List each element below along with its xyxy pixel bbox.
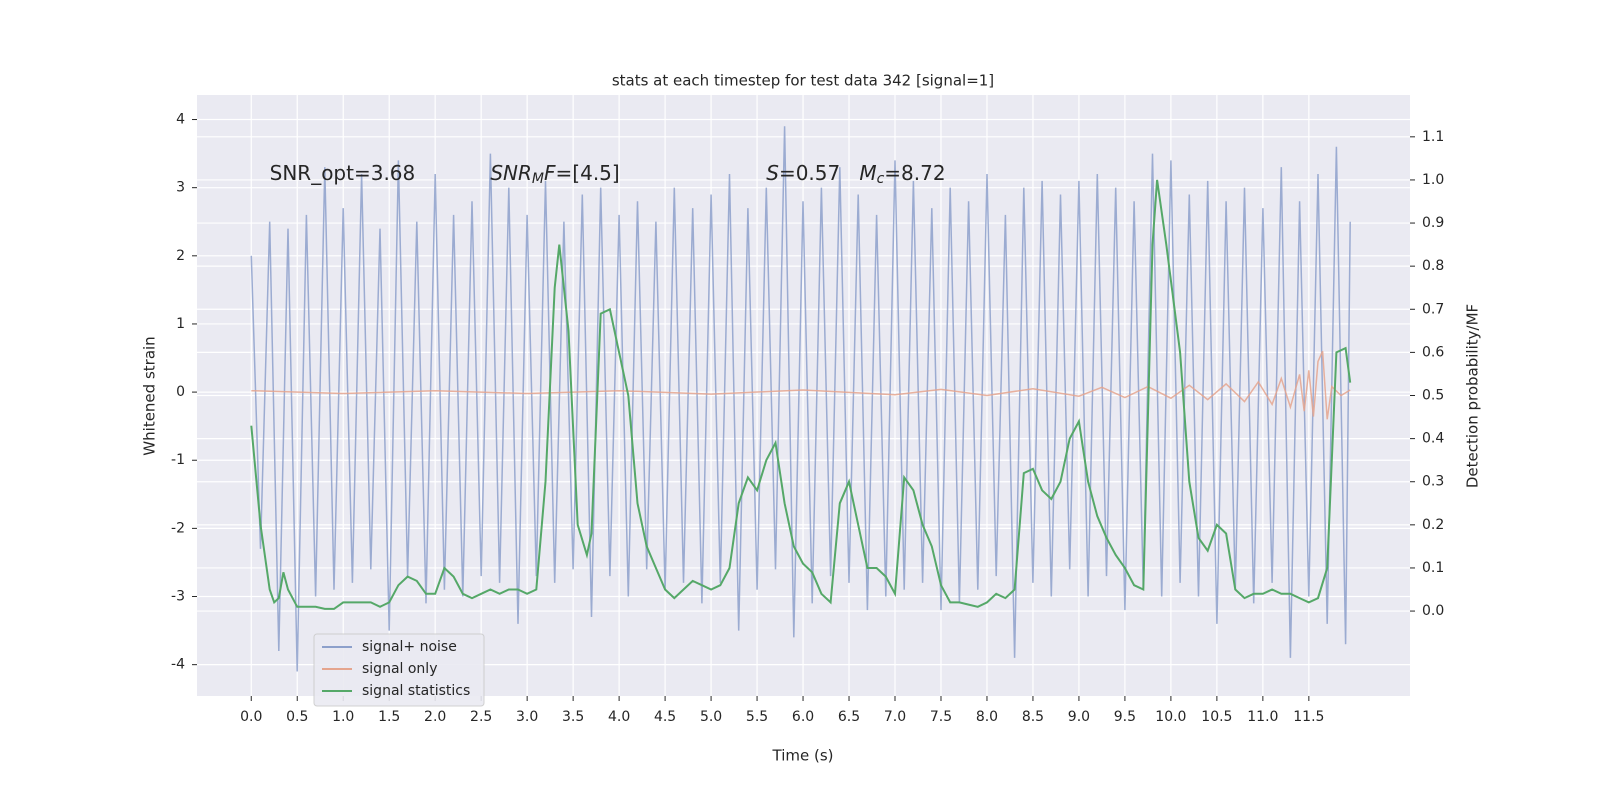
x-tick-label: 9.0 <box>1068 709 1090 725</box>
x-tick-label: 6.0 <box>792 709 814 725</box>
x-tick-label: 2.0 <box>424 709 446 725</box>
line <box>250 126 1351 672</box>
y-tick-label: -2 <box>171 520 185 536</box>
annotation-part: F <box>544 161 556 185</box>
y-tick-label: 0 <box>176 384 185 400</box>
annotation: SNRMF=[4.5] <box>490 161 619 188</box>
x-axis-label: Time (s) <box>772 747 834 765</box>
x-tick-label: 1.0 <box>332 709 354 725</box>
y2-tick-label: 0.6 <box>1422 344 1444 360</box>
annotation-part: =8.72 <box>884 161 945 185</box>
x-tick-label: 8.5 <box>1022 709 1044 725</box>
y2-axis-label: Detection probability/MF <box>1464 304 1482 488</box>
x-tick-label: 2.5 <box>470 709 492 725</box>
y2-tick-label: 0.3 <box>1422 474 1444 490</box>
y-tick-label: 2 <box>176 248 185 264</box>
legend-label: signal only <box>362 661 437 677</box>
y-tick-label: -3 <box>171 589 185 605</box>
y2-tick-label: 0.5 <box>1422 388 1444 404</box>
x-tick-label: 5.5 <box>746 709 768 725</box>
x-tick-label: 0.0 <box>240 709 262 725</box>
annotation-part: SNR_opt=3.68 <box>270 161 416 185</box>
y-tick-label: 1 <box>176 316 185 332</box>
x-tick-label: 3.5 <box>562 709 584 725</box>
y-tick-label: 3 <box>176 180 185 196</box>
annotation: S=0.57 Mc=8.72 <box>766 161 945 188</box>
annotation-part: =0.57 <box>779 161 859 185</box>
chart-title: stats at each timestep for test data 342… <box>612 72 994 90</box>
x-tick-label: 11.0 <box>1247 709 1278 725</box>
y2-tick-label: 1.0 <box>1422 172 1444 188</box>
annotation: SNR_opt=3.68 <box>270 161 416 185</box>
annotation-part: SNR <box>490 161 532 185</box>
legend-label: signal statistics <box>362 683 470 699</box>
annotation-part: S <box>766 161 779 185</box>
x-tick-label: 11.5 <box>1293 709 1324 725</box>
y2-tick-label: 0.0 <box>1422 603 1444 619</box>
y2-tick-label: 0.1 <box>1422 560 1444 576</box>
y-axis-label: Whitened strain <box>141 336 159 455</box>
x-tick-label: 10.5 <box>1201 709 1232 725</box>
y2-tick-label: 0.8 <box>1422 258 1444 274</box>
x-tick-label: 3.0 <box>516 709 538 725</box>
legend-label: signal+ noise <box>362 639 457 655</box>
x-tick-label: 4.5 <box>654 709 676 725</box>
x-tick-label: 5.0 <box>700 709 722 725</box>
y2-tick-label: 0.2 <box>1422 517 1444 533</box>
x-tick-label: 4.0 <box>608 709 630 725</box>
x-tick-label: 1.5 <box>378 709 400 725</box>
line <box>250 179 1352 610</box>
x-tick-label: 6.5 <box>838 709 860 725</box>
y-tick-label: 4 <box>176 112 185 128</box>
annotation-part: c <box>877 171 885 187</box>
x-tick-label: 9.5 <box>1114 709 1136 725</box>
y2-tick-label: 0.4 <box>1422 431 1444 447</box>
annotation-part: M <box>859 161 876 185</box>
y2-tick-label: 0.9 <box>1422 215 1444 231</box>
y2-tick-label: 1.1 <box>1422 129 1444 145</box>
y-tick-label: -4 <box>171 657 185 673</box>
legend-box <box>313 633 485 707</box>
annotation-part: =[4.5] <box>556 161 620 185</box>
x-tick-label: 7.5 <box>930 709 952 725</box>
y2-tick-label: 0.7 <box>1422 301 1444 317</box>
line <box>251 350 1351 420</box>
x-tick-label: 0.5 <box>286 709 308 725</box>
y-tick-label: -1 <box>171 452 185 468</box>
x-tick-label: 7.0 <box>884 709 906 725</box>
x-tick-label: 8.0 <box>976 709 998 725</box>
x-tick-label: 10.0 <box>1155 709 1186 725</box>
annotation-part: M <box>532 171 544 187</box>
